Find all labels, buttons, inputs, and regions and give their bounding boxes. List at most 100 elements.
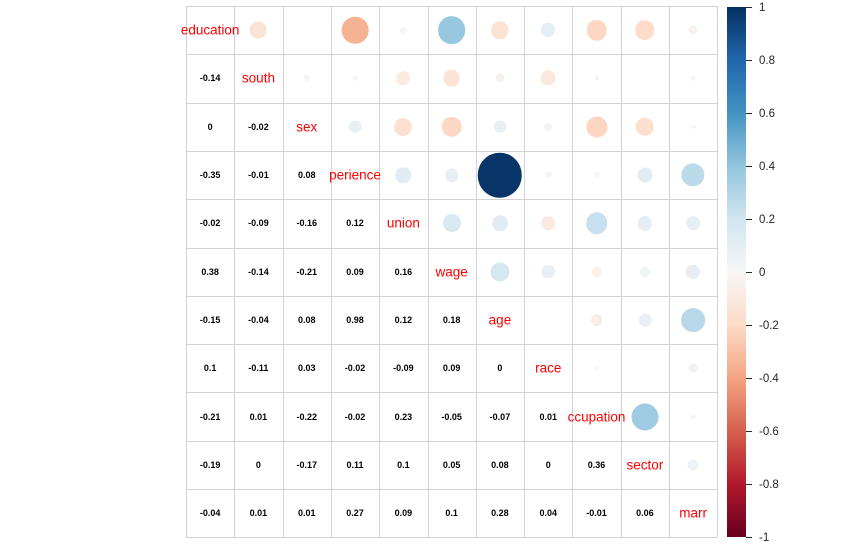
corr-value: 0.09 (346, 266, 364, 277)
diag-label-age: age (488, 312, 512, 328)
grid-line-vertical (379, 6, 380, 537)
corr-value: -0.21 (199, 411, 221, 422)
corr-value: 0.04 (539, 508, 558, 519)
corr-value: 0.08 (297, 170, 316, 181)
grid-line-horizontal (186, 344, 717, 345)
corr-value: -0.17 (296, 459, 318, 470)
corr-value: -0.07 (489, 411, 511, 422)
corr-circle (594, 366, 599, 371)
corr-value: 0.27 (346, 508, 364, 519)
corr-circle (396, 71, 411, 86)
corr-value: -0.02 (344, 363, 366, 374)
corr-circle (687, 459, 699, 471)
grid-line-horizontal (186, 54, 717, 55)
grid-line-vertical (283, 6, 284, 537)
legend-tick-label: 0.2 (759, 213, 775, 226)
corr-value: -0.01 (586, 508, 607, 519)
corr-value: -0.19 (199, 459, 221, 470)
grid-line-vertical (669, 6, 670, 537)
corr-circle (250, 21, 267, 39)
legend-tick-label: -0.2 (759, 319, 779, 332)
corr-circle (594, 76, 599, 81)
grid-line-vertical (524, 6, 525, 537)
legend-tick-label: -0.8 (759, 478, 779, 491)
corr-circle (541, 264, 555, 279)
legend-tick-mark (746, 537, 752, 538)
diag-label-wage: wage (435, 264, 468, 280)
corr-value: -0.16 (296, 218, 318, 229)
grid-line-horizontal (186, 103, 717, 104)
corr-circle (631, 403, 659, 431)
corr-value: 0.01 (249, 411, 268, 422)
corr-circle (491, 21, 509, 39)
corr-value: 0.36 (587, 459, 606, 470)
grid-line-vertical (717, 6, 718, 537)
corr-value: -0.09 (393, 363, 414, 374)
legend-tick-mark (746, 166, 752, 167)
corr-value: -0.04 (248, 314, 269, 325)
corr-circle (688, 25, 698, 35)
corr-value: -0.09 (248, 218, 269, 229)
legend-tick-mark (746, 378, 752, 379)
corr-value: -0.02 (199, 218, 221, 229)
corr-circle (681, 308, 706, 332)
corr-circle (545, 171, 552, 179)
legend-tick-mark (746, 7, 752, 8)
legend-tick-label: 0.8 (759, 54, 775, 67)
grid-line-vertical (428, 6, 429, 537)
grid-line-vertical (621, 6, 622, 537)
corr-circle (544, 122, 553, 131)
grid-line-vertical (572, 6, 573, 537)
grid-line-vertical (234, 6, 235, 537)
corr-value: -0.11 (248, 363, 269, 374)
corr-circle (635, 117, 655, 136)
corr-circle (541, 216, 555, 231)
corr-value: 0.01 (539, 411, 558, 422)
corr-circle (303, 75, 310, 82)
diag-label-sector: sector (626, 457, 664, 473)
corr-value: 0.05 (442, 459, 461, 470)
corr-value: -0.02 (344, 411, 366, 422)
corr-circle (586, 116, 608, 138)
corr-value: 0.38 (201, 266, 219, 277)
diag-label-sex: sex (296, 119, 318, 135)
grid-line-vertical (476, 6, 477, 537)
corr-value: 0.06 (636, 508, 654, 519)
corr-value: -0.01 (248, 170, 269, 181)
diag-label-perience: perience (329, 167, 381, 183)
corr-value: 0.01 (297, 508, 316, 519)
corr-value: 0.1 (203, 363, 217, 374)
corr-circle (637, 167, 653, 183)
color-gradient-bar (727, 7, 746, 537)
legend-tick-label: 0.6 (759, 107, 775, 120)
legend-tick-mark (746, 113, 752, 114)
corr-value: 0.03 (297, 363, 316, 374)
legend-tick-mark (746, 484, 752, 485)
corr-circle (686, 216, 700, 231)
corr-circle (591, 266, 602, 277)
corr-value: 0.09 (394, 508, 413, 519)
corr-circle (492, 215, 508, 232)
corr-circle (352, 76, 358, 81)
legend-tick-label: -1 (759, 531, 770, 544)
corr-circle (635, 20, 655, 40)
corr-value: 0.1 (397, 459, 410, 470)
corr-circle (395, 167, 412, 183)
grid-line-horizontal (186, 392, 717, 393)
grid-line-horizontal (186, 441, 717, 442)
corr-circle (441, 116, 462, 138)
corr-value: 0.16 (394, 266, 413, 277)
grid-line-horizontal (186, 6, 717, 7)
corr-value: 0.12 (394, 314, 413, 325)
corr-value: -0.35 (199, 170, 221, 181)
corr-circle (341, 16, 369, 44)
grid-line-horizontal (186, 489, 717, 490)
corr-value: 0.28 (491, 508, 509, 519)
corr-circle (495, 73, 505, 83)
corr-circle (593, 171, 600, 179)
corr-circle (540, 70, 556, 86)
grid-line-horizontal (186, 151, 717, 152)
grid-line-horizontal (186, 296, 717, 297)
corr-value: 0.12 (346, 218, 364, 229)
